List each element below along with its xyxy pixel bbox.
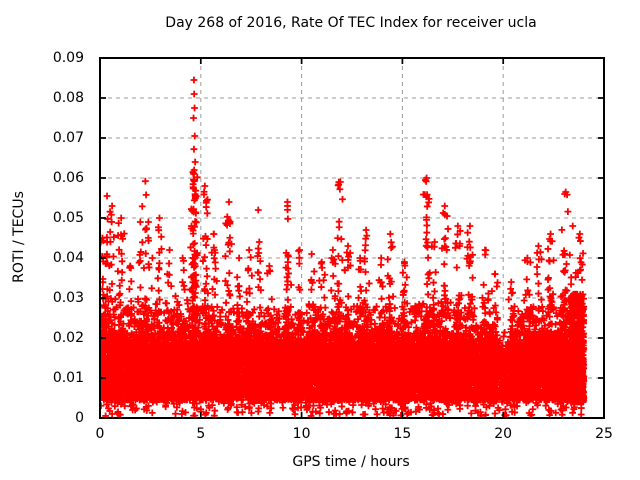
y-tick-label: 0 xyxy=(75,410,84,426)
x-tick-label: 0 xyxy=(95,426,105,442)
y-tick-label: 0.08 xyxy=(52,90,84,106)
x-tick-label: 10 xyxy=(292,426,311,442)
y-tick-label: 0.09 xyxy=(52,50,84,66)
y-tick-label: 0.07 xyxy=(52,130,84,146)
y-tick-label: 0.01 xyxy=(52,370,84,386)
x-tick-label: 5 xyxy=(196,426,206,442)
x-axis-title: GPS time / hours xyxy=(292,454,410,470)
y-tick-label: 0.06 xyxy=(52,170,84,186)
chart-title: Day 268 of 2016, Rate Of TEC Index for r… xyxy=(165,15,537,31)
y-axis-title: ROTI / TECUs xyxy=(11,191,27,283)
y-tick-label: 0.05 xyxy=(52,210,84,226)
x-tick-label: 25 xyxy=(595,426,613,442)
y-tick-label: 0.03 xyxy=(52,290,84,306)
x-tick-label: 20 xyxy=(494,426,513,442)
y-tick-label: 0.02 xyxy=(52,330,84,346)
y-tick-label: 0.04 xyxy=(52,250,84,266)
x-tick-label: 15 xyxy=(393,426,412,442)
